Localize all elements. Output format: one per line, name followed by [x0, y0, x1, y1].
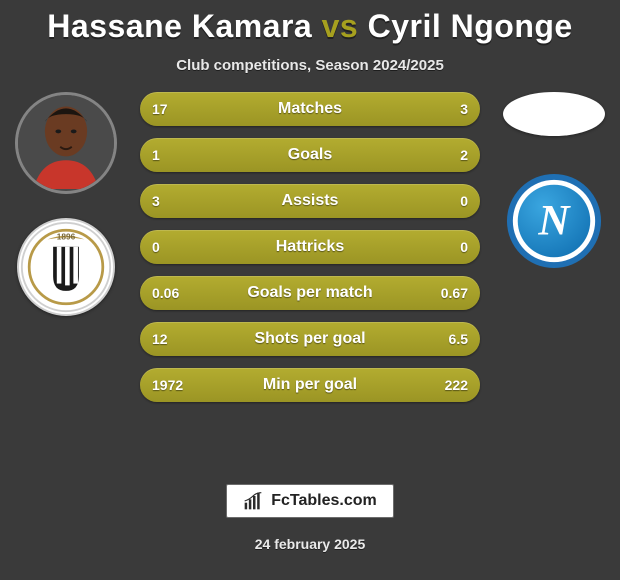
player2-oval	[503, 92, 605, 136]
stat-value-right: 3	[460, 92, 468, 126]
stat-label: Assists	[140, 184, 480, 218]
left-side-stack: 1896	[6, 92, 126, 316]
player2-name: Cyril Ngonge	[368, 8, 573, 44]
stat-label: Min per goal	[140, 368, 480, 402]
player1-avatar	[15, 92, 117, 194]
right-side-stack: N	[494, 92, 614, 270]
stat-row: 0 Hattricks 0	[140, 230, 480, 264]
stat-row: 0.06 Goals per match 0.67	[140, 276, 480, 310]
stat-value-left: 12	[152, 322, 168, 356]
stat-row: 3 Assists 0	[140, 184, 480, 218]
brand-box: FcTables.com	[226, 484, 394, 518]
stat-label: Hattricks	[140, 230, 480, 264]
stat-row: 1972 Min per goal 222	[140, 368, 480, 402]
subtitle: Club competitions, Season 2024/2025	[0, 57, 620, 74]
stat-value-left: 0	[152, 230, 160, 264]
napoli-badge-icon: N	[505, 171, 603, 271]
stat-row: 12 Shots per goal 6.5	[140, 322, 480, 356]
player1-name: Hassane Kamara	[47, 8, 312, 44]
stat-value-right: 2	[460, 138, 468, 172]
stat-value-left: 1	[152, 138, 160, 172]
stat-value-left: 1972	[152, 368, 183, 402]
stat-label: Matches	[140, 92, 480, 126]
stat-value-left: 3	[152, 184, 160, 218]
badge-year: 1896	[57, 232, 76, 241]
stat-value-right: 6.5	[449, 322, 468, 356]
comparison-title: Hassane Kamara vs Cyril Ngonge	[0, 0, 620, 45]
stat-value-left: 17	[152, 92, 168, 126]
comparison-stage: 1896 N 17 Matches	[0, 92, 620, 422]
footer: FcTables.com 24 february 2025	[0, 484, 620, 552]
date: 24 february 2025	[0, 536, 620, 552]
face-placeholder-icon	[18, 92, 114, 191]
stat-value-right: 0	[460, 230, 468, 264]
stat-rows: 17 Matches 3 1 Goals 2 3 Assists 0 0 Hat…	[140, 92, 480, 414]
player2-club-badge: N	[505, 172, 603, 270]
stat-label: Goals per match	[140, 276, 480, 310]
stat-label: Goals	[140, 138, 480, 172]
title-vs: vs	[322, 8, 359, 44]
udinese-badge-icon: 1896	[20, 221, 112, 313]
bars-icon	[243, 491, 263, 511]
stat-value-right: 222	[445, 368, 468, 402]
stat-row: 1 Goals 2	[140, 138, 480, 172]
brand-text: FcTables.com	[271, 492, 377, 510]
player1-club-badge: 1896	[17, 218, 115, 316]
stat-value-right: 0	[460, 184, 468, 218]
stat-row: 17 Matches 3	[140, 92, 480, 126]
badge-letter: N	[537, 198, 571, 245]
stat-value-right: 0.67	[441, 276, 468, 310]
stat-label: Shots per goal	[140, 322, 480, 356]
stat-value-left: 0.06	[152, 276, 179, 310]
